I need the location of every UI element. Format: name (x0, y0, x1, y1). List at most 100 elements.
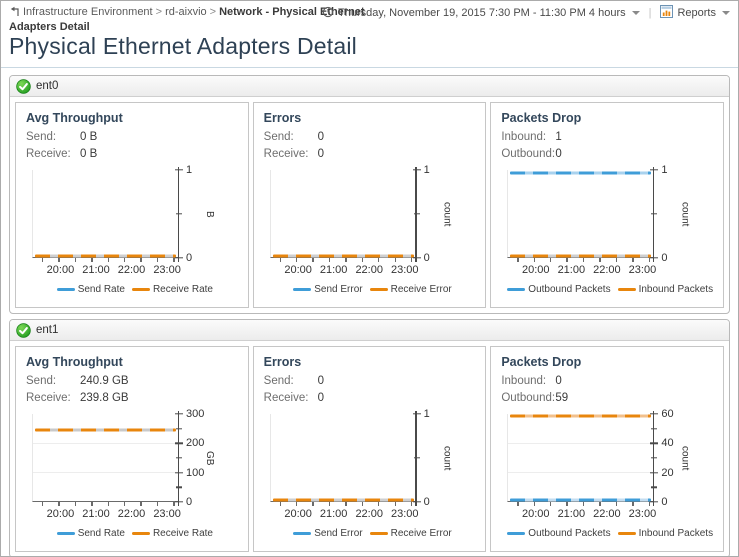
x-axis-ticks (270, 258, 416, 263)
y-axis-unit-label: count (441, 201, 453, 227)
stat-row: Receive: 0 (264, 146, 476, 163)
stat-row: Inbound: 0 (501, 373, 713, 390)
x-tick (582, 258, 585, 262)
panel-title: Packets Drop (501, 111, 582, 125)
panel-title: Avg Throughput (26, 111, 123, 125)
series-line-outbound-packets (510, 498, 652, 502)
x-tick (156, 258, 159, 262)
x-tick (173, 258, 175, 262)
x-tick (648, 258, 650, 262)
breadcrumb-item-infrastructure-environment[interactable]: Infrastructure Environment (23, 6, 153, 18)
gridline (33, 472, 178, 473)
x-tick (91, 502, 93, 506)
y-tick-label: 40 (661, 437, 674, 450)
legend-label: Outbound Packets (528, 284, 611, 295)
x-tick (599, 502, 601, 506)
x-axis-ticks (270, 502, 416, 507)
x-tick (58, 502, 60, 506)
y-tick-label: 300 (186, 408, 205, 420)
stat-label: Outbound: (501, 392, 556, 404)
y-axis-unit-label: B (204, 210, 215, 218)
stat-row: Receive: 0 B (26, 146, 238, 163)
breadcrumb: Infrastructure Environment > rd-aixvio > Net… (9, 6, 383, 34)
x-tick (328, 258, 331, 262)
stat-row: Receive: 239.8 GB (26, 390, 238, 407)
x-tick (156, 502, 159, 506)
reports-menu[interactable]: Reports (660, 5, 730, 21)
legend-label: Receive Error (390, 528, 452, 539)
chart-avg-throughput: 1 0 B 20:00 21:00 22:00 23:00 Send Rate Receive … (32, 164, 238, 295)
y-tick-minor (651, 486, 658, 489)
stat-value: 0 (317, 148, 325, 160)
legend-line-swatch (293, 288, 312, 291)
y-tick-label: 1 (661, 164, 668, 176)
x-tick-label: 20:00 (46, 508, 75, 520)
y-tick-label: 200 (186, 437, 205, 450)
x-tick (517, 258, 519, 262)
x-tick-label: 22:00 (593, 264, 621, 276)
chart-plot-area (269, 170, 416, 258)
legend-line-swatch (617, 532, 636, 535)
stat-label: Send: (26, 131, 57, 143)
stat-label: Receive: (26, 148, 71, 160)
legend-item: Send Error (293, 284, 363, 295)
x-tick-label: 21:00 (319, 508, 348, 520)
x-tick-label: 20:00 (46, 264, 75, 276)
y-tick-minor (651, 457, 658, 459)
y-tick-major (412, 413, 421, 415)
stat-label: Inbound: (501, 131, 547, 143)
x-tick (632, 258, 634, 262)
y-tick-label: 0 (186, 252, 193, 264)
stat-value: 239.8 GB (80, 392, 129, 404)
x-tick (648, 502, 650, 506)
legend-item: Outbound Packets (507, 284, 611, 295)
x-axis-labels: 20:00 21:00 22:00 23:00 (270, 263, 428, 277)
series-line-receive-error (272, 498, 414, 502)
legend-label: Send Rate (77, 284, 125, 295)
x-tick (107, 258, 109, 262)
stat-row: Send: 0 (264, 373, 476, 390)
x-tick (295, 258, 298, 262)
plot-wrap: 60 40 20 0 count (507, 408, 713, 508)
stat-label: Receive: (263, 392, 309, 404)
x-tick (615, 258, 618, 262)
y-tick-major (175, 501, 183, 503)
section-body-ent0: Avg Throughput Send: 0 B Receive: 0 B 1 0 B 20:0… (10, 97, 729, 313)
legend-line-swatch (56, 288, 75, 291)
plot-wrap: 300 200 100 0 GB (32, 408, 238, 508)
time-range-label: Thursday, November 19, 2015 7:30 PM - 11… (338, 7, 626, 19)
legend-item: Receive Rate (131, 528, 213, 539)
x-tick (632, 502, 634, 506)
y-tick-label: 0 (423, 252, 430, 264)
x-tick (279, 502, 281, 506)
series-line-receive-error (272, 254, 414, 258)
x-tick (378, 258, 380, 262)
x-tick-label: 21:00 (319, 264, 348, 276)
gridline (33, 443, 178, 444)
panel-title: Packets Drop (501, 355, 582, 369)
up-level-icon[interactable] (9, 6, 20, 21)
time-range-selector[interactable]: Thursday, November 19, 2015 7:30 PM - 11… (322, 6, 640, 21)
breadcrumb-item-host[interactable]: rd-aixvio (165, 6, 207, 18)
x-tick (91, 258, 93, 262)
y-tick-major (175, 169, 183, 171)
x-tick-label: 23:00 (390, 264, 419, 276)
stat-label: Send: (263, 131, 294, 143)
clock-icon (322, 6, 334, 21)
x-axis-labels: 20:00 21:00 22:00 23:00 (270, 507, 428, 521)
x-tick (394, 258, 396, 262)
plot-wrap: 1 0 count (269, 408, 476, 508)
x-tick-label: 22:00 (593, 508, 621, 520)
status-ok-icon (16, 78, 31, 94)
x-tick (615, 502, 618, 506)
x-tick (74, 258, 77, 262)
x-tick (58, 258, 60, 262)
y-tick-label: 100 (186, 466, 205, 479)
x-tick-label: 22:00 (355, 264, 383, 276)
stat-value: 0 (555, 375, 562, 387)
y-tick-minor (176, 486, 182, 489)
x-tick-label: 21:00 (557, 508, 586, 520)
